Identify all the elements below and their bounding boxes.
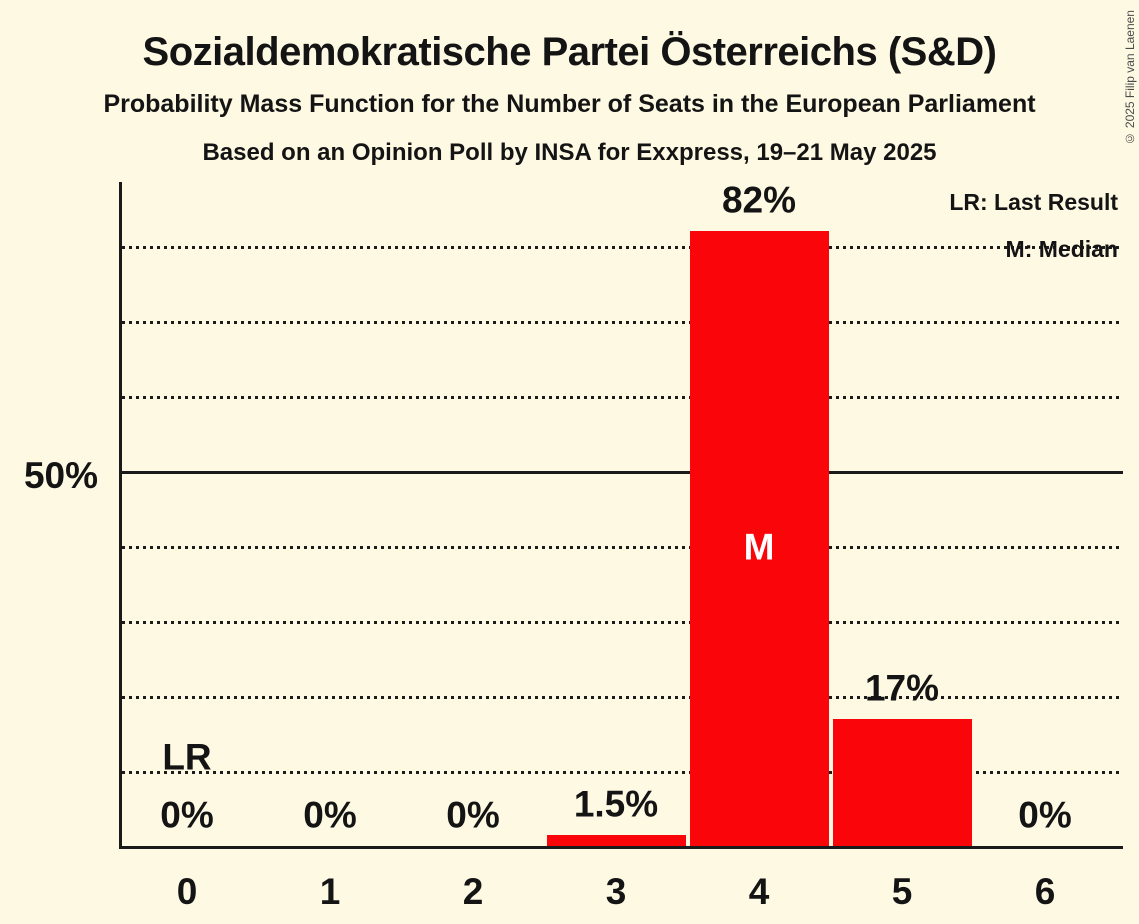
bar-seats-4 — [689, 231, 829, 846]
last-result-marker-label: LR — [162, 736, 212, 778]
chart-legend: LR: Last Result M: Median — [949, 179, 1118, 273]
x-tick-label-2: 2 — [462, 871, 484, 912]
legend-last-result: LR: Last Result — [949, 189, 1118, 215]
bar-value-label: 0% — [160, 794, 214, 836]
bar-seats-5 — [832, 718, 972, 846]
chart-title: Sozialdemokratische Partei Österreichs (… — [142, 30, 997, 74]
median-marker-label: M — [743, 526, 775, 567]
bar-value-label: 0% — [303, 794, 357, 836]
x-tick-label-3: 3 — [605, 871, 627, 912]
gridline-dotted — [122, 546, 1123, 549]
gridline-dotted — [122, 246, 1123, 249]
bar-value-label: 17% — [864, 667, 940, 708]
gridline-dotted — [122, 621, 1123, 624]
bar-value-label: 0% — [446, 794, 500, 836]
gridline-solid — [122, 471, 1123, 474]
bar-value-label: 0% — [1018, 794, 1072, 836]
y-axis-tick-label: 50% — [23, 455, 98, 496]
x-tick-label-4: 4 — [748, 871, 770, 912]
chart-subtitle: Probability Mass Function for the Number… — [103, 90, 1036, 118]
gridline-dotted — [122, 396, 1123, 399]
plot-area — [119, 182, 1123, 849]
bar-seats-3 — [546, 834, 686, 846]
copyright-notice: © 2025 Filip van Laenen — [1123, 10, 1137, 146]
gridline-dotted — [122, 696, 1123, 699]
x-tick-label-5: 5 — [891, 871, 913, 912]
bar-value-label: 1.5% — [573, 783, 659, 825]
gridline-dotted — [122, 771, 1123, 774]
x-tick-label-1: 1 — [319, 871, 341, 912]
x-tick-label-6: 6 — [1034, 871, 1056, 912]
bar-value-label: 82% — [721, 179, 797, 221]
gridline-dotted — [122, 321, 1123, 324]
x-tick-label-0: 0 — [176, 871, 198, 912]
legend-median: M: Median — [1005, 236, 1118, 262]
chart-source-line: Based on an Opinion Poll by INSA for Exx… — [202, 139, 937, 166]
